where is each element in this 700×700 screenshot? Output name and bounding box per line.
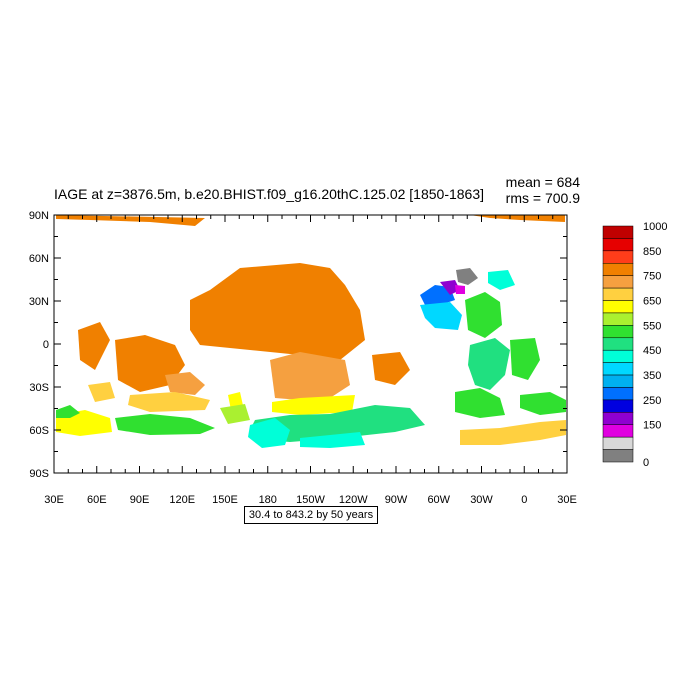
colorbar-label: 550: [643, 320, 661, 332]
atlantic-sky: [420, 302, 462, 330]
atlantic-sea-green: [468, 338, 510, 390]
pacific-south-light-orange: [270, 352, 350, 400]
southern-green-1: [115, 414, 215, 435]
indian-gold: [88, 382, 115, 402]
colorbar-swatch: [602, 412, 634, 425]
rms-label: rms = 700.9: [505, 190, 580, 206]
colorbar-swatch: [602, 399, 634, 413]
lon-label: 120E: [169, 494, 195, 506]
colorbar-swatch: [602, 337, 634, 351]
mean-label: mean = 684: [505, 174, 580, 190]
colorbar-label: 850: [643, 246, 661, 258]
lon-label: 90E: [130, 494, 150, 506]
southern-green-west: [56, 405, 80, 418]
colorbar-swatch: [602, 387, 634, 401]
lon-label: 30E: [557, 494, 577, 506]
tasman-orange: [165, 372, 205, 395]
colorbar-swatch: [602, 275, 634, 289]
lon-label: 60W: [427, 494, 450, 506]
lat-label: 90S: [29, 468, 49, 480]
plot-title: IAGE at z=3876.5m, b.e20.BHIST.f09_g16.2…: [54, 186, 485, 202]
colorbar-swatch: [602, 362, 634, 376]
southern-cyan: [248, 418, 290, 448]
atlantic-magenta: [455, 285, 465, 294]
colorbar-swatch: [602, 449, 634, 463]
south-indian-gold: [128, 392, 210, 412]
lon-label: 150E: [212, 494, 238, 506]
colorbar-swatch: [602, 238, 634, 252]
greenland-gray: [456, 268, 478, 285]
colorbar: 1000 850 750 650 550 450 350 250 150 0: [602, 221, 667, 469]
colorbar-label: 250: [643, 395, 661, 407]
colorbar-swatch: [602, 325, 634, 339]
lat-label: 30S: [29, 382, 49, 394]
colorbar-label: 650: [643, 296, 661, 308]
south-atlantic-gold: [460, 420, 566, 445]
colorbar-label: 350: [643, 370, 661, 382]
indian-orange: [78, 322, 110, 370]
east-pacific-orange: [372, 352, 410, 385]
colorbar-label: 750: [643, 271, 661, 283]
lon-label: 0: [521, 494, 527, 506]
lat-label: 60S: [29, 425, 49, 437]
indian-south-green: [520, 392, 566, 415]
pacific-north-orange: [190, 263, 365, 360]
latitude-axis: 90N 60N 30N 0 30S 60S 90S: [29, 210, 567, 480]
colorbar-swatch: [602, 250, 634, 264]
atlantic-purple: [440, 280, 460, 295]
ocean-age-field: [56, 215, 566, 448]
lat-label: 0: [43, 339, 49, 351]
lat-label: 30N: [29, 296, 49, 308]
colorbar-swatch: [602, 436, 634, 450]
lon-label: 120W: [339, 494, 368, 506]
colorbar-swatch: [602, 312, 634, 326]
colorbar-swatch: [602, 263, 634, 276]
colorbar-swatch: [602, 374, 634, 388]
lon-label: 150W: [296, 494, 325, 506]
pacific-yellow-band: [272, 395, 355, 415]
longitude-axis: 30E 60E 90E 120E 150E 180 150W 120W 90W 60W 30W 0 30…: [44, 215, 577, 506]
colorbar-swatch: [602, 300, 634, 314]
colorbar-label: 1000: [643, 221, 667, 233]
southern-cyan-2: [300, 432, 365, 448]
southern-green-2: [220, 404, 250, 424]
southern-sea-green: [250, 405, 425, 442]
lon-label: 90W: [385, 494, 408, 506]
contour-info-box: 30.4 to 843.2 by 50 years: [244, 506, 378, 524]
lat-label: 90N: [29, 210, 49, 222]
north-atlantic-cyan: [488, 270, 515, 290]
colorbar-swatch: [602, 349, 634, 363]
arctic-strip-east: [470, 215, 565, 222]
colorbar-swatch: [602, 225, 634, 239]
lon-label: 60E: [87, 494, 107, 506]
atlantic-green-north: [465, 292, 502, 338]
colorbar-label: 0: [643, 457, 649, 469]
atlantic-green-east: [510, 338, 540, 380]
colorbar-label: 450: [643, 345, 661, 357]
lon-label: 30E: [44, 494, 64, 506]
colorbar-swatch: [602, 424, 634, 438]
lon-label: 180: [259, 494, 277, 506]
colorbar-label: 150: [643, 420, 661, 432]
lon-label: 30W: [470, 494, 493, 506]
colorbar-swatch: [602, 287, 634, 301]
lat-label: 60N: [29, 253, 49, 265]
atlantic-green-south: [455, 388, 505, 418]
